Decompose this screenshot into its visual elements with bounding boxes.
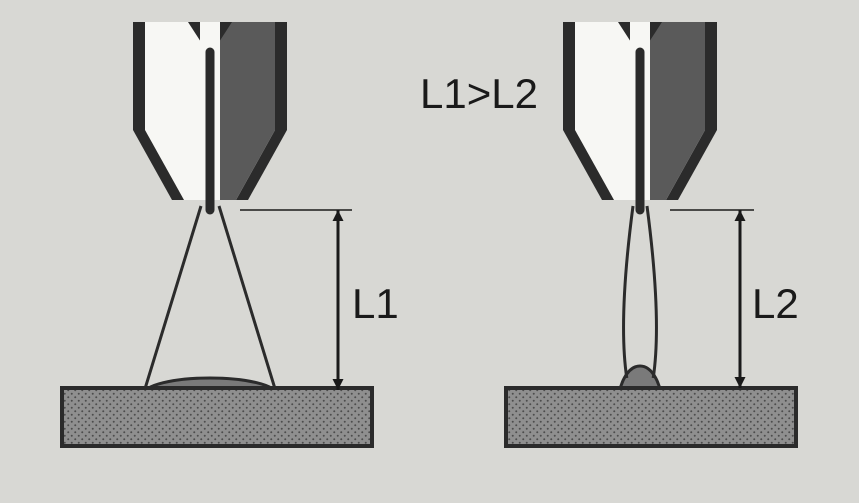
figure-left [144, 206, 276, 410]
workpiece [62, 388, 372, 446]
arc-cone-left [144, 206, 276, 392]
dimension-line [670, 210, 754, 388]
diagram-stage: L1>L2 L1 L2 [0, 0, 859, 503]
workpiece [506, 388, 796, 446]
dimension-line [240, 210, 352, 390]
dimension-label-l2: L2 [752, 280, 799, 328]
arc-column-right [624, 206, 657, 378]
welding-torch [133, 22, 287, 210]
dimension-label-l1: L1 [352, 280, 399, 328]
comparison-label: L1>L2 [420, 70, 538, 118]
welding-torch [563, 22, 717, 210]
